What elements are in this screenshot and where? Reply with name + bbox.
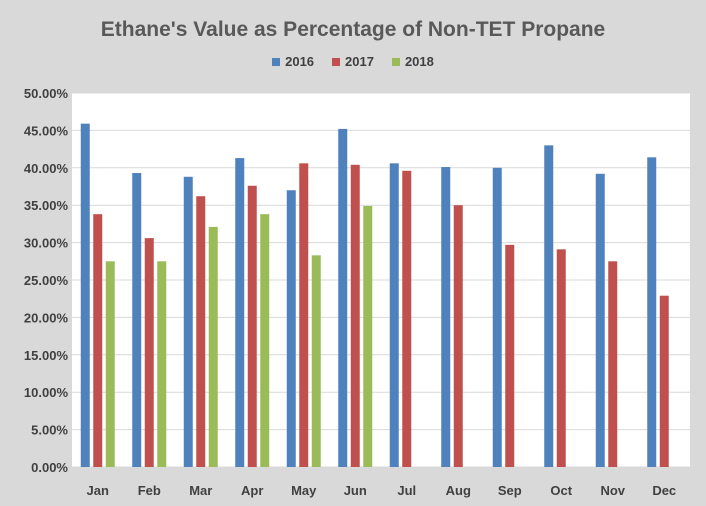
- bar-2016-feb: [132, 173, 142, 467]
- bar-2016-aug: [441, 167, 451, 467]
- legend: 2016 2017 2018: [0, 54, 706, 69]
- legend-label: 2017: [345, 54, 374, 69]
- y-tick-label: 35.00%: [24, 198, 69, 213]
- legend-label: 2016: [285, 54, 315, 69]
- bar-2016-sep: [492, 167, 502, 468]
- bar-2017-mar: [196, 196, 206, 467]
- x-tick-label: Dec: [652, 483, 676, 498]
- y-tick-label: 15.00%: [24, 348, 69, 363]
- bar-2017-oct: [556, 249, 566, 467]
- y-tick-label: 25.00%: [24, 273, 69, 288]
- bar-2016-jul: [389, 163, 399, 467]
- bar-2018-jun: [363, 205, 373, 467]
- bar-2016-oct: [544, 145, 554, 468]
- x-tick-label: Mar: [189, 483, 212, 498]
- bar-2017-sep: [505, 244, 515, 467]
- bar-2017-may: [299, 163, 309, 467]
- bar-2017-aug: [453, 205, 463, 467]
- x-tick-label: Feb: [138, 483, 161, 498]
- bar-2016-dec: [647, 157, 657, 467]
- legend-item-2018: 2018: [391, 54, 434, 69]
- x-tick-label: Aug: [446, 483, 471, 498]
- chart-title: Ethane's Value as Percentage of Non-TET …: [100, 18, 606, 41]
- legend-item-2016: 2016: [272, 54, 314, 69]
- legend-swatch: [391, 57, 400, 66]
- x-tick-label: Oct: [550, 483, 572, 498]
- bar-2018-jan: [105, 261, 115, 467]
- y-tick-label: 30.00%: [24, 236, 69, 251]
- y-tick-label: 10.00%: [24, 385, 69, 400]
- bar-2017-jan: [93, 214, 103, 467]
- bar-2017-apr: [247, 185, 257, 467]
- y-tick-label: 45.00%: [24, 123, 69, 138]
- bar-2017-jun: [350, 164, 360, 468]
- bar-2016-may: [286, 190, 296, 468]
- bar-2016-nov: [595, 173, 605, 467]
- bar-2018-mar: [208, 226, 218, 467]
- bar-2016-mar: [183, 176, 193, 467]
- bar-2018-apr: [260, 214, 270, 467]
- legend-swatch: [332, 57, 341, 66]
- y-tick-label: 0.00%: [31, 460, 68, 475]
- x-tick-label: Jun: [344, 483, 367, 498]
- y-tick-label: 5.00%: [31, 423, 68, 438]
- bar-2017-nov: [608, 261, 618, 467]
- bar-2017-feb: [144, 238, 154, 467]
- legend-swatch: [272, 57, 281, 66]
- bar-2017-jul: [402, 170, 412, 468]
- bar-2016-apr: [235, 158, 245, 468]
- x-tick-label: Jan: [87, 483, 109, 498]
- bar-2016-jun: [338, 128, 348, 468]
- bar-2016-jan: [80, 123, 90, 467]
- bar-2017-dec: [659, 295, 669, 467]
- bar-2018-feb: [157, 261, 167, 467]
- y-tick-label: 20.00%: [24, 310, 69, 325]
- y-tick-label: 50.00%: [24, 86, 69, 101]
- x-tick-label: May: [291, 483, 317, 498]
- x-tick-label: Jul: [397, 483, 416, 498]
- x-tick-label: Apr: [241, 483, 263, 498]
- legend-item-2017: 2017: [332, 54, 374, 69]
- bar-2018-may: [311, 255, 321, 467]
- legend-label: 2018: [404, 54, 434, 69]
- x-tick-label: Nov: [600, 483, 625, 498]
- y-tick-label: 40.00%: [24, 161, 69, 176]
- x-tick-label: Sep: [498, 483, 522, 498]
